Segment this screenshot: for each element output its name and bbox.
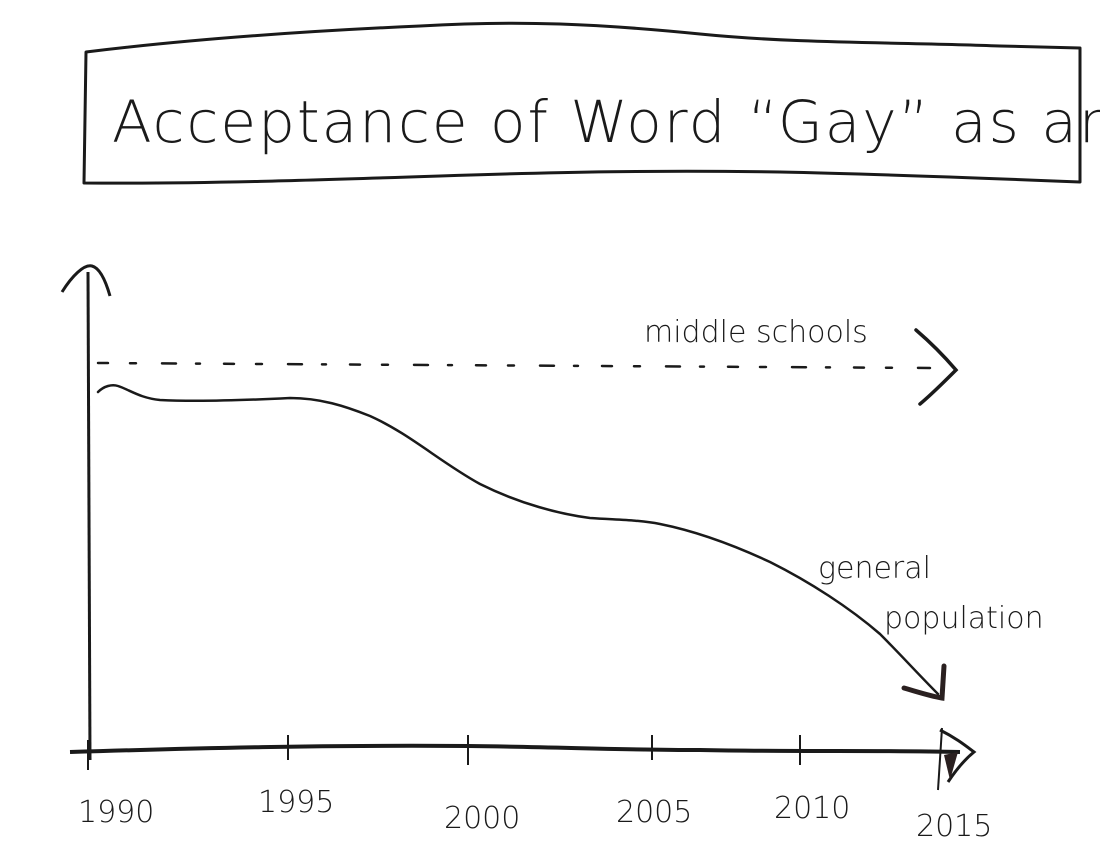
series-middle-schools: middle schools (96, 315, 959, 406)
y-axis-arrowhead-icon (60, 264, 112, 297)
tick-label-2000: 2000 (444, 801, 520, 836)
x-axis: 1990 1995 2000 2005 2010 2015 (69, 727, 992, 844)
x-axis-arrowhead-icon (939, 728, 977, 783)
title-border (82, 21, 1082, 185)
tick-label-1995: 1995 (258, 785, 334, 820)
tick-label-2015: 2015 (916, 809, 992, 844)
label-general: general (818, 551, 931, 586)
label-middle-schools: middle schools (644, 315, 868, 350)
tick-label-2010: 2010 (774, 791, 850, 826)
tick-label-1990: 1990 (78, 795, 154, 830)
label-population: population (884, 601, 1044, 636)
y-axis (60, 264, 112, 761)
title-box: Acceptance of Word “Gay” as an Insult (82, 21, 1100, 185)
tick-label-2005: 2005 (616, 795, 692, 830)
tick-2015 (937, 727, 943, 791)
general-population-arrowhead-icon (901, 663, 947, 701)
chart-title: Acceptance of Word “Gay” as an Insult (112, 88, 1100, 156)
middle-schools-arrowhead-icon (914, 328, 959, 406)
series-general-population: general population (96, 384, 1044, 701)
